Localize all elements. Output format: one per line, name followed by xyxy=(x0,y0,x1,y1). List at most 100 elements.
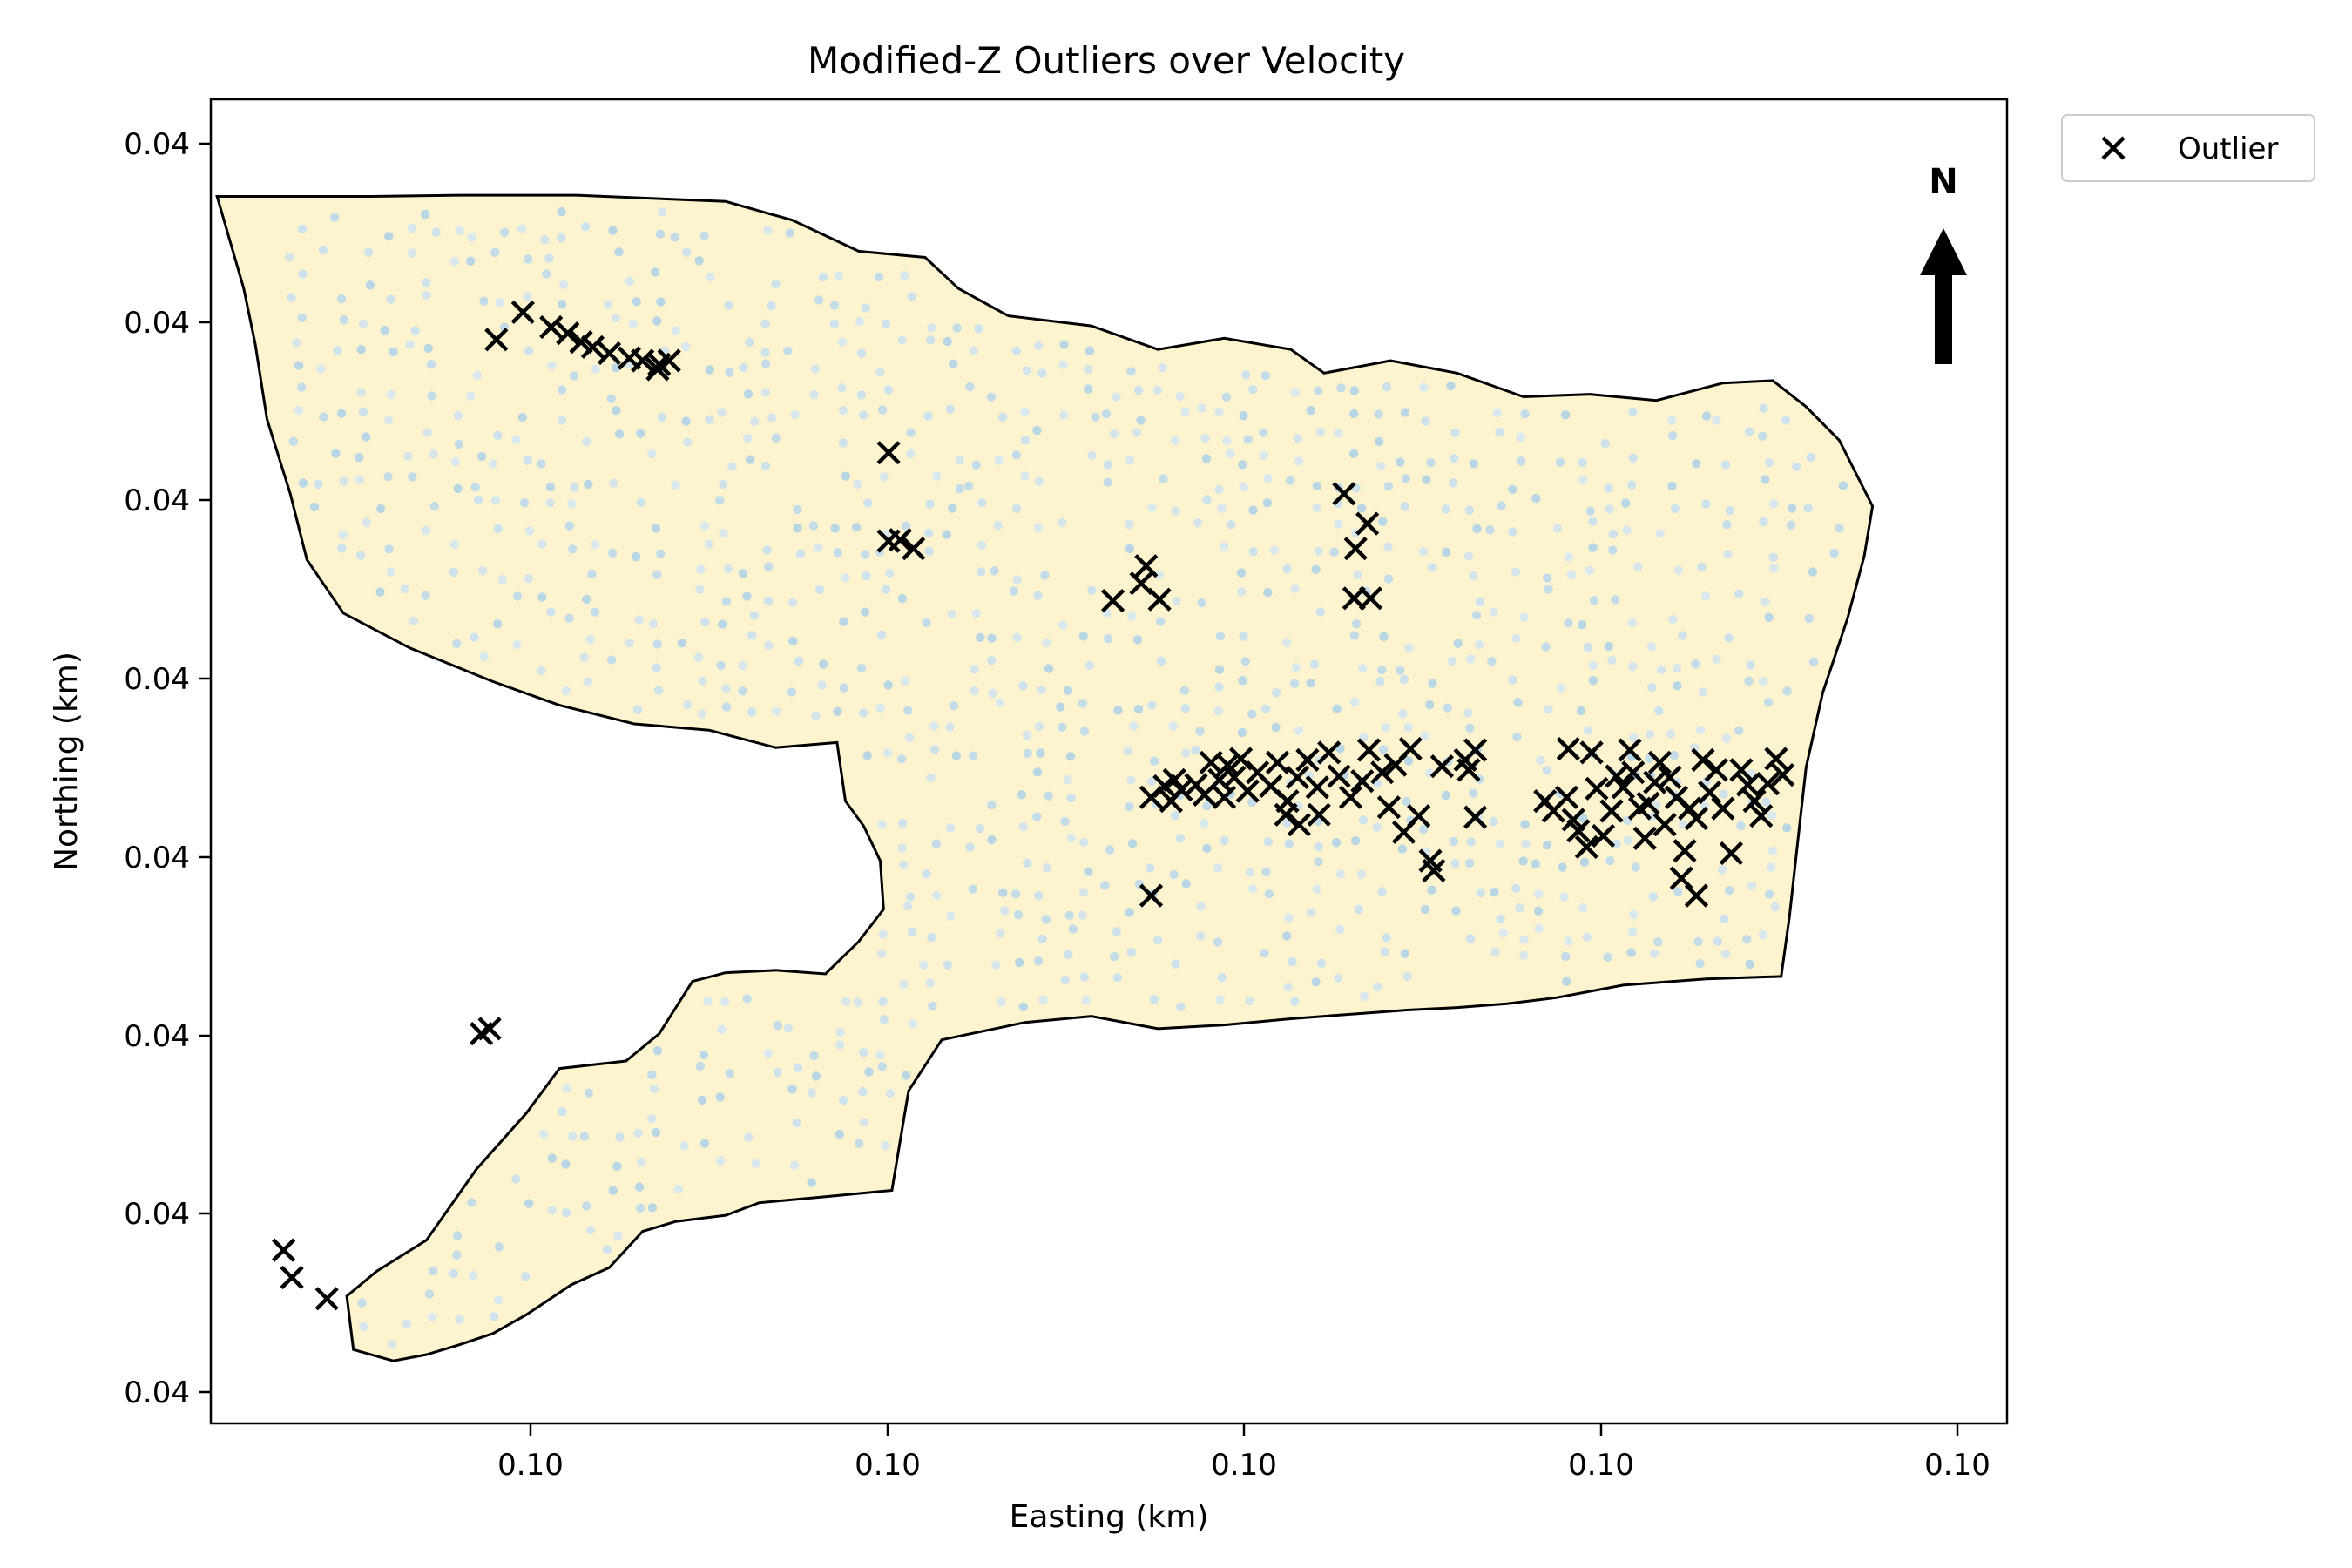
velocity-point xyxy=(1583,726,1593,735)
velocity-point xyxy=(1226,449,1235,458)
velocity-point xyxy=(1078,888,1089,897)
velocity-point xyxy=(1175,834,1186,843)
x-tick-label: 0.10 xyxy=(497,1448,564,1483)
velocity-point xyxy=(407,223,417,233)
velocity-point xyxy=(517,224,527,233)
velocity-point xyxy=(376,504,386,514)
velocity-point xyxy=(945,404,956,414)
velocity-point xyxy=(512,640,522,650)
velocity-point xyxy=(859,708,868,718)
outlier-marker xyxy=(1429,754,1454,779)
velocity-point xyxy=(455,1315,464,1324)
velocity-point xyxy=(1381,722,1391,733)
velocity-point xyxy=(997,997,1006,1007)
velocity-point xyxy=(1578,620,1587,630)
velocity-point xyxy=(427,1313,437,1322)
velocity-point xyxy=(977,567,986,577)
velocity-point xyxy=(1450,859,1460,868)
velocity-point xyxy=(1419,824,1429,835)
velocity-point xyxy=(739,362,748,373)
velocity-point xyxy=(466,391,476,402)
velocity-point xyxy=(897,593,908,604)
velocity-point xyxy=(1033,956,1044,966)
velocity-point xyxy=(952,323,962,333)
velocity-point xyxy=(1475,597,1485,606)
velocity-point xyxy=(763,226,773,235)
velocity-point xyxy=(1084,384,1093,394)
velocity-point xyxy=(1835,524,1844,533)
velocity-point xyxy=(1441,504,1451,514)
velocity-point xyxy=(1112,392,1121,402)
velocity-point xyxy=(1068,924,1078,934)
velocity-point xyxy=(990,566,999,576)
velocity-point xyxy=(1764,457,1774,468)
velocity-point xyxy=(1469,459,1478,469)
velocity-point xyxy=(449,567,459,578)
velocity-point xyxy=(1579,857,1590,867)
outlier-marker xyxy=(484,328,509,352)
velocity-point xyxy=(883,385,894,395)
velocity-point xyxy=(537,592,547,602)
velocity-point xyxy=(738,686,747,696)
outlier-marker xyxy=(1658,765,1682,789)
velocity-point xyxy=(923,411,933,421)
velocity-point xyxy=(1248,384,1258,395)
velocity-point xyxy=(1125,908,1134,917)
velocity-point xyxy=(1153,935,1163,945)
velocity-point xyxy=(609,478,618,488)
velocity-point xyxy=(861,303,870,313)
velocity-point xyxy=(429,501,439,511)
velocity-point xyxy=(1701,499,1711,509)
velocity-point xyxy=(700,617,710,627)
velocity-point xyxy=(807,1088,816,1098)
velocity-point xyxy=(558,280,569,290)
velocity-point xyxy=(1336,383,1346,393)
velocity-point xyxy=(1561,951,1571,962)
velocity-point xyxy=(625,638,634,648)
velocity-point xyxy=(452,1231,463,1240)
velocity-point xyxy=(808,521,819,531)
velocity-point xyxy=(1403,722,1414,733)
velocity-point xyxy=(994,456,1004,465)
velocity-point xyxy=(673,1184,684,1194)
velocity-point xyxy=(1646,682,1657,693)
velocity-point xyxy=(1766,862,1776,872)
velocity-point xyxy=(545,498,555,508)
velocity-point xyxy=(561,1208,571,1218)
velocity-point xyxy=(723,564,733,574)
velocity-point xyxy=(647,1203,658,1213)
velocity-point xyxy=(1377,665,1387,675)
velocity-point xyxy=(1372,982,1382,991)
chart-title: Modified-Z Outliers over Velocity xyxy=(808,39,1405,82)
velocity-point xyxy=(1334,973,1343,983)
velocity-point xyxy=(853,997,862,1007)
velocity-point xyxy=(587,569,597,579)
velocity-point xyxy=(1404,643,1414,652)
velocity-point xyxy=(671,480,680,490)
velocity-point xyxy=(1354,904,1364,915)
velocity-point xyxy=(747,707,757,717)
velocity-point xyxy=(788,636,798,646)
velocity-point xyxy=(1541,642,1551,652)
velocity-point xyxy=(1463,708,1473,718)
velocity-point xyxy=(1809,657,1819,666)
velocity-point xyxy=(292,338,301,348)
velocity-point xyxy=(1720,460,1731,470)
velocity-point xyxy=(810,364,820,374)
outlier-marker xyxy=(1350,769,1375,794)
legend-box xyxy=(2061,114,2315,182)
velocity-point xyxy=(790,409,800,420)
outlier-marker xyxy=(1147,587,1172,612)
outlier-marker xyxy=(1338,785,1363,809)
velocity-point xyxy=(405,340,415,349)
velocity-point xyxy=(1426,458,1436,468)
velocity-point xyxy=(897,843,907,853)
velocity-point xyxy=(591,540,600,550)
velocity-point xyxy=(1562,977,1571,986)
velocity-point xyxy=(558,1106,567,1117)
outlier-marker xyxy=(1274,802,1298,827)
velocity-point xyxy=(1427,885,1436,895)
outlier-marker xyxy=(645,357,670,382)
velocity-point xyxy=(1017,790,1027,800)
outlier-marker xyxy=(1735,773,1761,797)
